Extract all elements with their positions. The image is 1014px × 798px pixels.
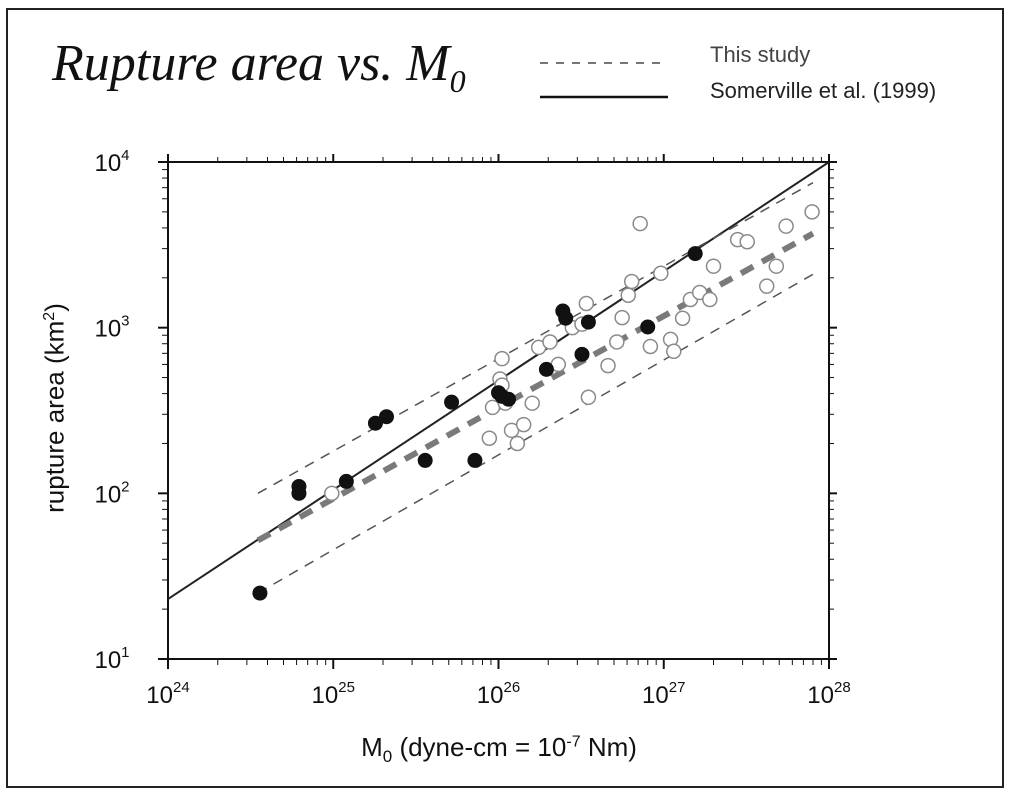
filled-point-14 bbox=[558, 310, 574, 326]
filled-point-8 bbox=[467, 452, 483, 468]
open-point-17 bbox=[600, 357, 616, 374]
x-axis-title-units: (dyne-cm = 10 bbox=[392, 732, 567, 762]
open-point-36 bbox=[804, 204, 820, 220]
legend-label-this-study: This study bbox=[710, 42, 811, 67]
trend-line-3 bbox=[257, 273, 814, 594]
filled-point-0 bbox=[252, 585, 268, 601]
x-tick-label-0: 1024 bbox=[146, 679, 189, 709]
x-tick-label-1: 1025 bbox=[312, 679, 355, 709]
x-axis-title-subscript: 0 bbox=[382, 747, 393, 767]
x-axis-title-units-end: Nm) bbox=[580, 732, 637, 762]
open-point-21 bbox=[632, 215, 648, 232]
filled-point-4 bbox=[367, 415, 383, 431]
figure-frame bbox=[6, 8, 1004, 788]
open-point-20 bbox=[620, 287, 637, 303]
open-point-22 bbox=[642, 338, 659, 355]
filled-point-15 bbox=[574, 346, 590, 362]
open-point-25 bbox=[666, 343, 682, 360]
open-point-29 bbox=[702, 291, 718, 308]
filled-point-17 bbox=[640, 319, 656, 335]
chart-title-text: Rupture area vs. M bbox=[52, 35, 450, 92]
x-axis-title-text: M bbox=[361, 732, 383, 762]
open-point-32 bbox=[739, 234, 755, 250]
chart-title: Rupture area vs. M0 bbox=[52, 34, 466, 100]
filled-point-18 bbox=[687, 246, 703, 262]
legend-swatches bbox=[540, 62, 668, 99]
trend-line-2 bbox=[257, 182, 814, 494]
x-axis-title-units-exp: -7 bbox=[566, 733, 581, 751]
open-point-16 bbox=[580, 389, 597, 406]
open-point-23 bbox=[653, 265, 669, 282]
y-tick-label-2: 103 bbox=[94, 313, 129, 343]
open-point-15 bbox=[578, 295, 595, 312]
open-point-26 bbox=[674, 310, 691, 326]
legend-label-somerville: Somerville et al. (1999) bbox=[710, 78, 937, 103]
open-point-2 bbox=[484, 399, 501, 416]
open-point-4 bbox=[494, 350, 510, 367]
filled-point-5 bbox=[378, 409, 394, 425]
open-point-33 bbox=[758, 278, 775, 294]
open-point-19 bbox=[614, 309, 630, 326]
open-point-37 bbox=[623, 273, 640, 290]
open-point-35 bbox=[778, 218, 794, 234]
x-tick-label-4: 1028 bbox=[807, 679, 850, 709]
filled-point-7 bbox=[444, 394, 460, 410]
chart-title-subscript: 0 bbox=[449, 63, 466, 99]
filled-point-2 bbox=[291, 485, 307, 501]
y-tick-label-3: 104 bbox=[94, 147, 129, 177]
filled-point-12 bbox=[538, 361, 554, 377]
x-axis-title: M0 (dyne-cm = 10-7 Nm) bbox=[361, 732, 637, 767]
open-point-18 bbox=[609, 334, 625, 350]
y-tick-label-0: 101 bbox=[94, 644, 129, 674]
open-point-34 bbox=[768, 258, 785, 274]
filled-point-16 bbox=[580, 314, 596, 330]
x-tick-label-3: 1027 bbox=[642, 679, 685, 709]
open-point-30 bbox=[705, 258, 722, 274]
plot-layer: 1024 1025 1026 1027 1028 101 102 103 104 bbox=[94, 147, 850, 709]
x-tick-label-2: 1026 bbox=[477, 679, 520, 709]
open-point-7 bbox=[509, 435, 526, 452]
filled-point-3 bbox=[338, 473, 354, 489]
filled-point-11 bbox=[501, 391, 517, 407]
trend-line-1 bbox=[256, 230, 815, 544]
open-point-11 bbox=[542, 334, 558, 350]
open-point-0 bbox=[324, 485, 340, 502]
open-point-9 bbox=[524, 395, 540, 411]
open-point-8 bbox=[515, 416, 532, 433]
open-point-1 bbox=[481, 430, 498, 447]
y-tick-label-1: 102 bbox=[94, 478, 129, 508]
filled-point-6 bbox=[417, 452, 433, 468]
